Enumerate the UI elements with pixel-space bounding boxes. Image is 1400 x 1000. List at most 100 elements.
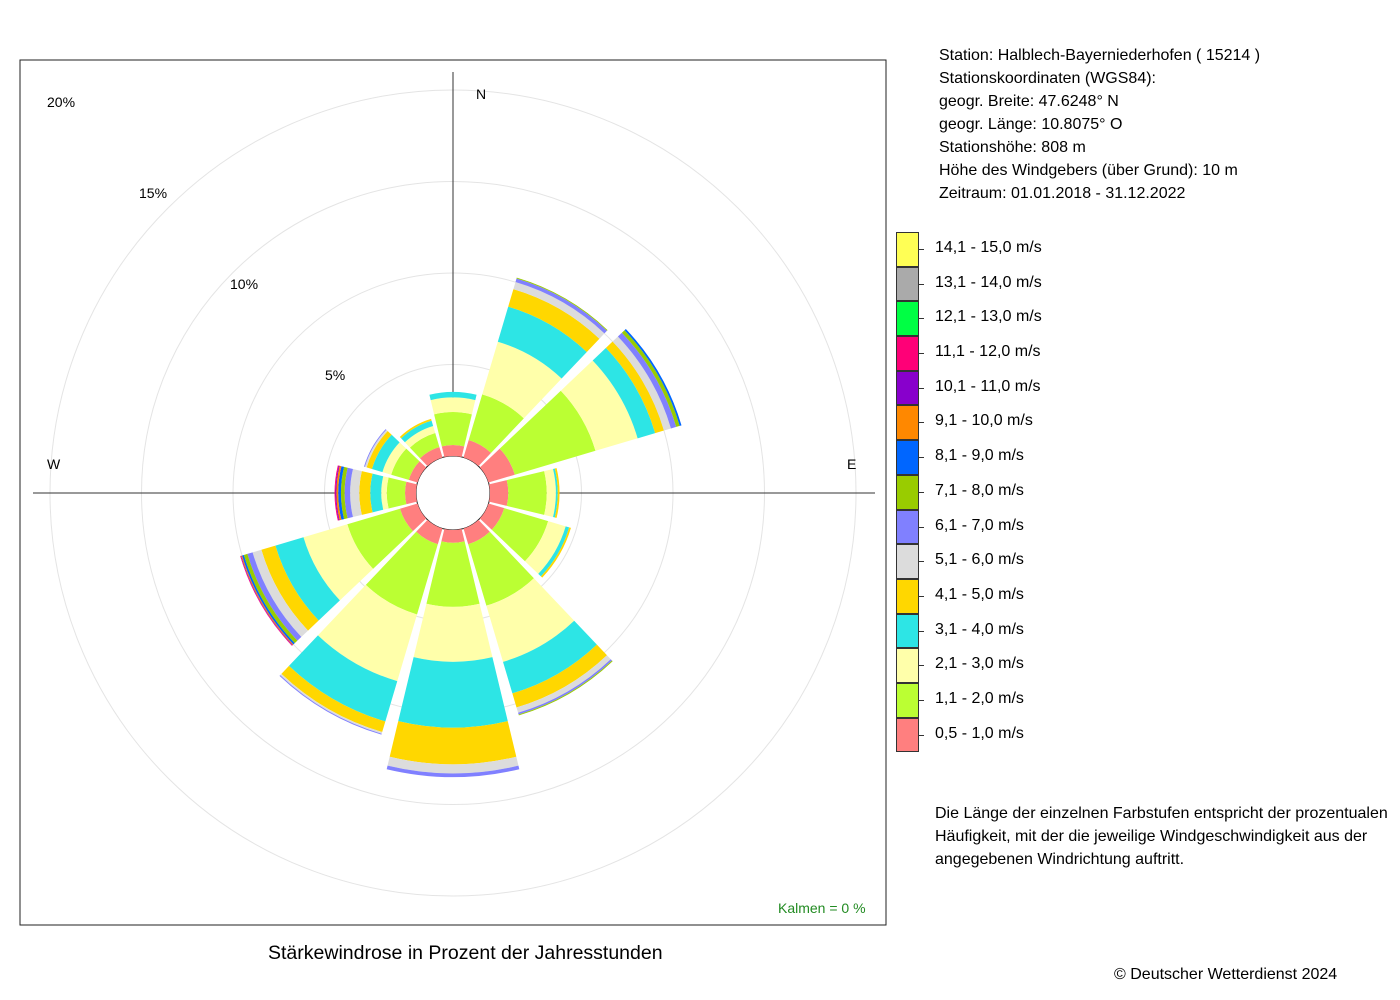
- legend-swatch: [896, 266, 919, 302]
- bar-segment-300-0: [408, 461, 427, 483]
- bar-segment-60-5: [612, 336, 671, 431]
- bar-segment-0-0: [441, 445, 465, 458]
- bar-segment-180-4: [389, 721, 517, 765]
- bar-segment-180-0: [441, 528, 465, 543]
- bar-segment-270-9: [336, 465, 342, 521]
- legend-tick: [919, 457, 924, 459]
- bar-segment-180-2: [413, 603, 493, 662]
- bar-segment-60-0: [479, 448, 515, 483]
- legend-swatch: [896, 370, 919, 406]
- legend-swatch: [896, 717, 919, 753]
- inner-circle: [415, 455, 491, 531]
- bar-segment-30-2: [482, 341, 562, 419]
- legend-label: 7,1 - 8,0 m/s: [935, 481, 1024, 499]
- bar-segment-60-7: [621, 330, 680, 427]
- legend-swatch: [896, 440, 919, 475]
- legend-label: 10,1 - 11,0 m/s: [935, 377, 1041, 395]
- bar-segment-330-0: [419, 446, 443, 467]
- bar-segment-300-4: [366, 430, 392, 469]
- legend-tick: [919, 665, 924, 667]
- legend-swatch: [896, 682, 919, 718]
- bar-segment-270-6: [344, 467, 353, 519]
- bar-segment-270-5: [350, 468, 362, 518]
- calm-label: Kalmen = 0 %: [778, 900, 866, 916]
- legend-item: 12,1 - 13,0 m/s: [896, 301, 1396, 337]
- bar-segment-300-3: [371, 434, 400, 473]
- bar-segment-240-5: [252, 549, 309, 637]
- bar-segment-210-1: [365, 531, 438, 615]
- bar-segment-90-4: [554, 468, 560, 518]
- legend-item: 6,1 - 7,0 m/s: [896, 509, 1396, 545]
- compass-label-e: E: [847, 456, 856, 472]
- legend-swatch: [896, 405, 919, 441]
- legend-item: 8,1 - 9,0 m/s: [896, 440, 1396, 475]
- legend-item: 2,1 - 3,0 m/s: [896, 648, 1396, 683]
- bar-segment-180-1: [426, 541, 480, 607]
- bar-segment-90-2: [544, 468, 556, 518]
- legend-swatch: [896, 301, 919, 337]
- ring-label: 20%: [47, 94, 75, 110]
- legend-label: 14,1 - 15,0 m/s: [935, 239, 1042, 256]
- bar-segment-270-0: [405, 481, 418, 505]
- bar-segment-240-4: [261, 545, 319, 631]
- bar-segment-150-1: [468, 531, 534, 606]
- bar-segment-330-1: [409, 432, 440, 459]
- bar-segment-270-3: [370, 473, 384, 513]
- legend-tick: [919, 630, 924, 632]
- wind-rose-chart: 5% 10% 15% 20% N E W Kalmen = 0 %: [19, 59, 887, 926]
- bar-segment-210-4: [281, 665, 386, 733]
- legend-item: 4,1 - 5,0 m/s: [896, 578, 1396, 614]
- legend-tick: [919, 561, 924, 563]
- ring-label: 15%: [139, 185, 167, 201]
- legend-label: 12,1 - 13,0 m/s: [935, 308, 1042, 326]
- bar-segment-60-2: [560, 360, 638, 451]
- bar-segment-30-0: [463, 439, 492, 467]
- bar-segment-30-1: [468, 394, 524, 453]
- legend-item: 13,1 - 14,0 m/s: [896, 266, 1396, 302]
- legend-swatch: [896, 509, 919, 545]
- station-latitude: geogr. Breite: 47.6248° N: [939, 93, 1119, 110]
- time-period: Zeitraum: 01.01.2018 - 31.12.2022: [939, 185, 1186, 202]
- bar-segment-60-4: [605, 341, 664, 434]
- bar-segment-90-0: [488, 480, 509, 506]
- bar-segment-240-2: [303, 524, 374, 601]
- bar-segment-90-1: [506, 471, 547, 515]
- speed-legend: 14,1 - 15,0 m/s 13,1 - 14,0 m/s 12,1 - 13,…: [896, 232, 1396, 753]
- bar-segment-270-7: [340, 466, 348, 520]
- bar-segment-150-4: [512, 644, 607, 708]
- legend-item: 7,1 - 8,0 m/s: [896, 474, 1396, 510]
- bar-segment-150-2: [486, 578, 575, 662]
- legend-tick: [919, 353, 924, 355]
- bar-segment-330-2: [404, 425, 436, 448]
- legend-swatch: [896, 648, 919, 683]
- chart-subtitle: Stärkewindrose in Prozent der Jahresstun…: [268, 942, 663, 964]
- legend-swatch: [896, 336, 919, 371]
- bar-segment-120-3: [538, 526, 570, 577]
- bar-segment-300-1: [391, 448, 420, 480]
- bar-segment-300-5: [364, 429, 388, 468]
- legend-tick: [919, 387, 924, 389]
- legend-tick: [919, 283, 924, 285]
- bar-segment-240-7: [243, 553, 298, 644]
- ring-label: 5%: [325, 367, 345, 383]
- bar-segment-0-3: [429, 391, 477, 401]
- bar-segment-60-6: [617, 332, 677, 429]
- bar-segment-330-3: [401, 420, 434, 443]
- legend-tick: [919, 734, 924, 736]
- bar-segment-0-1: [434, 412, 472, 447]
- legend-item: 0,5 - 1,0 m/s: [896, 717, 1396, 753]
- bar-segment-210-3: [288, 635, 398, 722]
- legend-swatch: [896, 544, 919, 579]
- station-info: Station: Halblech-Bayerniederhofen ( 152…: [939, 44, 1260, 205]
- bar-segment-150-5: [516, 655, 611, 713]
- bar-segment-30-4: [508, 289, 600, 353]
- ring-label: 10%: [230, 276, 258, 292]
- bar-segment-30-5: [513, 282, 605, 339]
- station-coordinates-label: Stationskoordinaten (WGS84):: [939, 70, 1156, 87]
- explanation-note: Die Länge der einzelnen Farbstufen entsp…: [935, 805, 1388, 868]
- bar-segment-30-3: [497, 306, 587, 379]
- bar-segment-120-2: [524, 521, 566, 574]
- legend-label: 9,1 - 10,0 m/s: [935, 412, 1033, 430]
- station-longitude: geogr. Länge: 10.8075° O: [939, 116, 1123, 133]
- bar-segment-270-11: [334, 465, 339, 521]
